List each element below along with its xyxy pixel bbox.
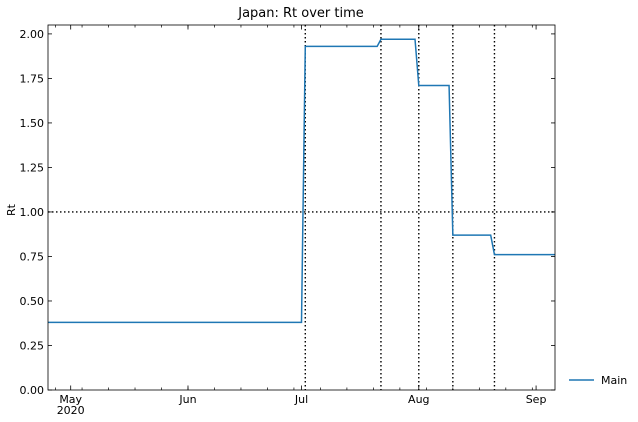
y-tick-label: 1.75 bbox=[20, 72, 45, 85]
series-line-main bbox=[48, 38, 555, 324]
x-tick-label: Sep bbox=[526, 393, 547, 406]
chart-title: Japan: Rt over time bbox=[237, 6, 364, 21]
legend-label-main: Main bbox=[601, 374, 627, 387]
y-tick-label: 0.50 bbox=[20, 295, 45, 308]
y-tick-label: 0.25 bbox=[20, 339, 45, 352]
x-tick-label: Jul bbox=[294, 393, 308, 406]
y-axis-ticks: 0.00 0.25 0.50 0.75 1.00 1.25 1.50 1.75 2.00 bbox=[20, 28, 555, 397]
y-tick-label: 1.25 bbox=[20, 161, 45, 174]
legend: Main bbox=[569, 374, 627, 387]
series-group bbox=[48, 38, 555, 324]
y-tick-label: 0.00 bbox=[20, 384, 45, 397]
x-tick-label: Jun bbox=[178, 393, 196, 406]
y-tick-label: 2.00 bbox=[20, 28, 45, 41]
x-tick-sublabel: 2020 bbox=[57, 404, 85, 417]
y-tick-label: 1.00 bbox=[20, 206, 45, 219]
y-tick-label: 1.50 bbox=[20, 117, 45, 130]
y-tick-label: 0.75 bbox=[20, 250, 45, 263]
x-tick-label: Aug bbox=[408, 393, 429, 406]
x-tick-label: May bbox=[59, 393, 82, 406]
y-axis-label: Rt bbox=[5, 203, 18, 216]
